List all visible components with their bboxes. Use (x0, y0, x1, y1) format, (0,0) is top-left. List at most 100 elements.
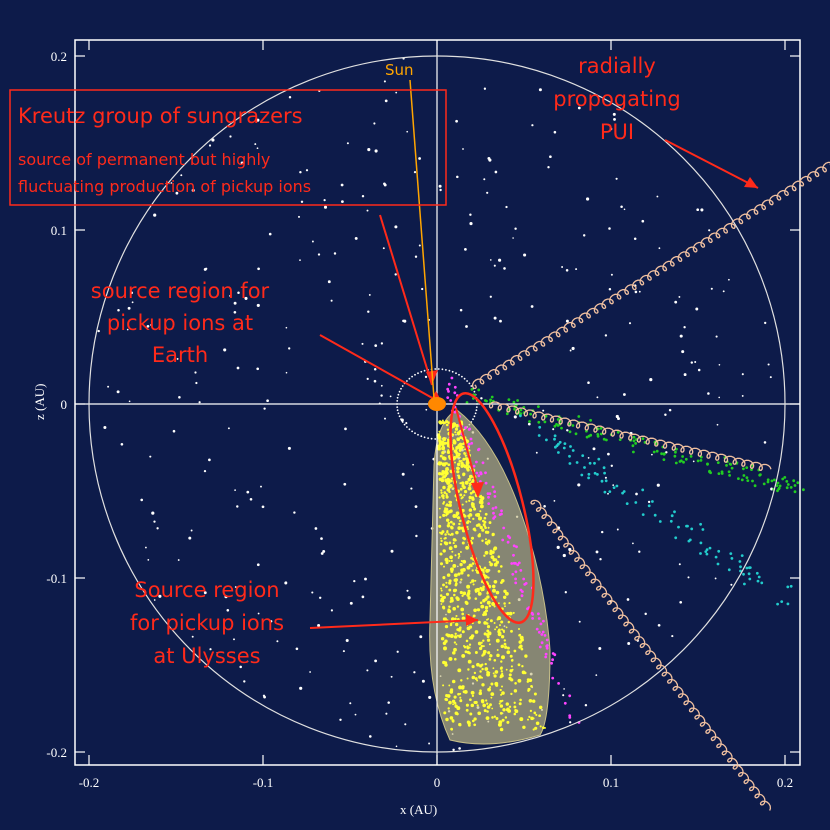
particle (513, 415, 517, 419)
stream-point (583, 466, 586, 469)
source-point (457, 668, 462, 673)
source-point (454, 431, 457, 434)
stream-point (677, 525, 680, 529)
particle (562, 553, 566, 558)
source-point (456, 470, 460, 474)
particle (178, 396, 181, 399)
stream-point (545, 644, 549, 648)
particle (233, 301, 237, 305)
stream-point (742, 572, 745, 576)
particle (256, 303, 260, 307)
source-point (483, 525, 487, 528)
particle (317, 624, 321, 627)
source-point (442, 576, 446, 580)
pui-trajectories (471, 161, 830, 811)
particle (681, 350, 685, 354)
source-point (487, 651, 490, 654)
particle (243, 680, 246, 683)
particle (146, 324, 150, 328)
particle (175, 191, 179, 195)
source-point (459, 482, 462, 485)
stream-point (446, 387, 450, 391)
particle (131, 301, 134, 304)
stream-point (777, 486, 781, 490)
particle (587, 457, 590, 459)
particle (209, 648, 212, 651)
stream-point (493, 515, 497, 519)
ring-particle (455, 372, 457, 375)
particle (523, 253, 527, 257)
particle (367, 148, 371, 152)
source-point (485, 633, 488, 636)
stream-point (526, 607, 529, 611)
stream-point (557, 682, 560, 685)
stream-point (484, 471, 487, 475)
particle (285, 371, 288, 374)
particle (323, 205, 328, 209)
source-point (457, 556, 460, 559)
source-point (464, 454, 467, 457)
source-point (527, 687, 531, 691)
source-point (464, 448, 466, 451)
stream-point (600, 479, 604, 483)
source-point (446, 450, 451, 454)
stream-point (662, 458, 666, 461)
ring-particle (458, 373, 460, 376)
particle (486, 191, 489, 194)
stream-point (596, 473, 599, 476)
earth-label-line-1: source region for (91, 279, 270, 303)
source-point (447, 608, 451, 612)
stream-point (519, 569, 523, 572)
particle (622, 393, 626, 396)
particle (268, 232, 272, 236)
particle (322, 549, 326, 553)
particle (297, 215, 301, 218)
particle (364, 577, 367, 581)
stream-point (678, 460, 682, 463)
source-point (544, 726, 546, 729)
source-point (502, 629, 505, 632)
source-point (504, 645, 508, 649)
source-point (448, 559, 451, 563)
particle (343, 482, 347, 486)
particle (664, 413, 667, 416)
source-point (483, 612, 488, 616)
particle (587, 381, 590, 384)
source-point (438, 461, 443, 465)
particle (288, 96, 292, 99)
source-point (470, 502, 475, 507)
source-point (486, 530, 490, 534)
source-point (499, 688, 502, 692)
source-point (467, 486, 472, 491)
particle (571, 346, 575, 351)
particle (499, 319, 502, 323)
source-point (489, 655, 492, 658)
particle (586, 197, 590, 201)
source-point (533, 711, 537, 715)
source-point (461, 612, 465, 616)
particle (382, 247, 385, 250)
particle (632, 542, 634, 545)
source-point (468, 643, 472, 646)
particle (366, 669, 369, 672)
particle (613, 117, 616, 121)
particle (514, 227, 517, 230)
source-point (441, 595, 445, 600)
stream-point (705, 548, 709, 551)
source-point (524, 654, 528, 658)
source-point (485, 568, 490, 573)
source-point (447, 510, 452, 514)
stream-point (541, 630, 545, 634)
sun-pointer-line (409, 79, 435, 399)
stream-point (655, 449, 659, 453)
particle (342, 650, 345, 653)
stream-point (512, 400, 516, 404)
source-point (510, 659, 514, 662)
particle (564, 591, 567, 594)
pui-trajectory (488, 401, 772, 471)
source-point (499, 624, 501, 627)
source-point (441, 456, 446, 460)
stream-point (793, 484, 797, 487)
source-point (459, 696, 462, 699)
stream-point (796, 481, 800, 485)
